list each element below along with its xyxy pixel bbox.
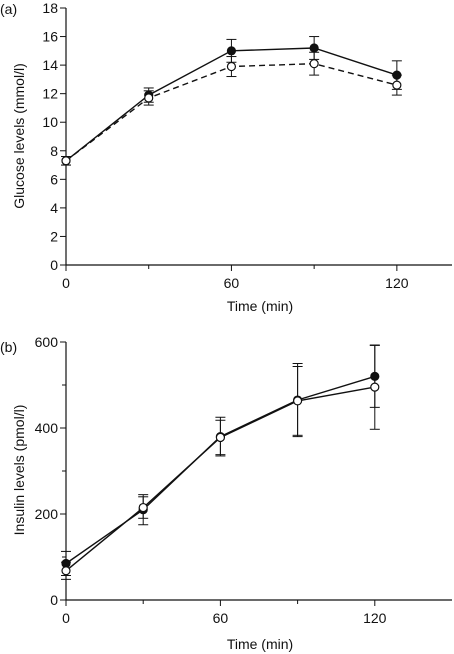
a-y-tick-label: 8 [50,143,58,159]
b-y-tick-label: 600 [35,334,59,350]
a-y-tick-label: 0 [50,257,58,273]
a-y-tick-label: 12 [42,86,58,102]
panel-b-y-axis-title: Insulin levels (pmol/l) [11,405,27,536]
a-series-1-point [226,61,237,72]
a-series-0-point [309,43,319,53]
a-series-1-point [392,80,402,90]
a-y-tick-label: 4 [50,200,58,216]
b-x-tick-label: 0 [62,610,70,626]
panel-a-label: (a) [0,1,17,17]
b-series-1-point [61,566,71,576]
b-x-tick-label: 120 [363,610,387,626]
a-y-tick-label: 10 [42,114,58,130]
b-series-1-point [215,432,225,443]
b-x-tick-label: 60 [213,610,229,626]
a-series-0-point [226,46,237,56]
b-series-1-line [65,386,375,572]
a-series-1-line [65,62,398,162]
a-x-tick-label: 120 [385,275,409,291]
panel-b: (b) Time (min) Insulin levels (pmol/l) 0… [0,334,452,652]
b-series-1-point [370,382,380,392]
panel-a: (a) Time (min) Glucose levels (mmol/l) 0… [0,0,452,314]
b-y-tick-label: 200 [35,506,59,522]
a-x-tick-label: 60 [224,275,240,291]
a-x-tick-label: 0 [62,275,70,291]
a-series-1-point [144,93,154,103]
a-series-1-point [309,59,319,69]
b-series-1-point [293,396,303,406]
a-y-tick-label: 18 [42,0,58,16]
a-series-0-point [392,70,402,80]
panel-b-x-axis-title: Time (min) [227,636,293,652]
panel-a-x-axis-title: Time (min) [227,298,293,314]
a-series-1-point [61,156,71,166]
a-y-tick-label: 2 [50,228,58,244]
panel-a-y-axis-title: Glucose levels (mmol/l) [11,63,27,208]
a-y-tick-label: 14 [42,57,58,73]
b-series-0-point [370,371,380,381]
b-y-tick-label: 0 [50,592,58,608]
b-y-tick-label: 400 [35,420,59,436]
b-series-1-point [138,502,148,513]
a-y-tick-label: 16 [42,29,58,45]
panel-b-label: (b) [0,339,17,355]
a-y-tick-label: 6 [50,171,58,187]
b-series-0-line [65,375,376,565]
